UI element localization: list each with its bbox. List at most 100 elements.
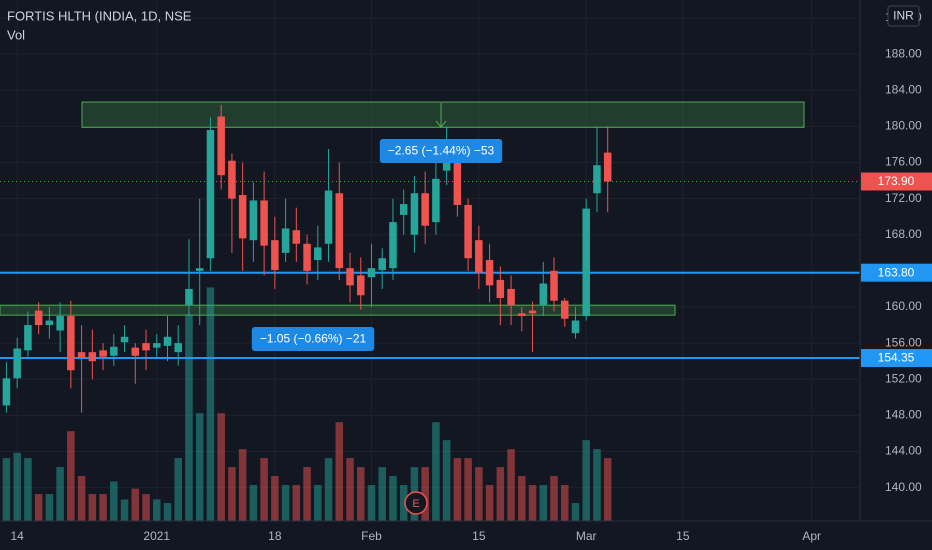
last-price-label: 173.90 [878,174,915,188]
candle-body [120,336,129,343]
volume-bar [228,467,236,521]
candle-body [292,230,301,244]
y-tick-label: 144.00 [885,444,922,458]
candle-body [356,275,365,296]
last-price-box [861,172,932,191]
volume-bars [2,287,612,521]
volume-bar [303,467,311,521]
chart-title: FORTIS HLTH (INDIA, 1D, NSE [7,8,192,23]
candle-body [34,310,43,326]
y-tick-label: 152.00 [885,371,922,385]
price-label-box [861,349,932,368]
candle-body [593,165,601,194]
y-tick-label: 156.00 [885,335,922,349]
zone [0,304,676,316]
zones [0,101,805,316]
annotation-box [379,139,503,163]
y-tick-label: 140.00 [885,480,922,494]
volume-bar [271,476,279,521]
volume-bar [603,458,612,521]
candle-body [77,352,86,358]
candle-body [539,283,548,306]
currency-badge[interactable] [887,5,920,27]
price-lines [0,180,860,360]
y-tick-label: 180.00 [885,119,922,133]
candle-body [152,343,161,348]
candle-body [88,352,97,362]
candle-body [110,346,118,356]
volume-bar [539,485,548,521]
candle-body [335,193,344,269]
volume-bar [378,467,386,521]
annotation-box [251,327,375,351]
candle-body [324,190,333,244]
candle-body [389,222,397,269]
candle-body [432,178,440,223]
candle-body [453,155,462,205]
volume-bar [67,431,75,521]
volume-bar [206,287,215,521]
y-tick-label: 160.00 [885,299,922,313]
candle-body [228,160,236,199]
earnings-marker[interactable] [404,491,428,515]
candle-body [238,195,247,239]
candle-body [378,258,386,270]
volume-label: Vol [7,27,25,42]
volume-bar [34,494,43,521]
volume-bar [518,476,526,521]
candle-body [45,320,54,326]
y-tick-label: 168.00 [885,227,922,241]
candle-body [206,130,215,259]
volume-bar [292,485,301,521]
volume-bar [163,503,172,521]
candle-body [249,200,258,241]
volume-bar [142,494,150,521]
x-tick-label: Apr [802,529,821,543]
candle-body [603,152,612,182]
volume-bar [485,485,494,521]
volume-bar [260,458,268,521]
volume-bar [464,458,472,521]
candle-body [421,193,429,226]
candle-body [399,204,408,215]
candle-body [464,204,472,259]
candle-body [67,316,75,371]
x-tick-label: 15 [676,529,690,543]
candle-body [518,313,526,317]
y-tick-label: 184.00 [885,82,922,96]
y-tick-label: 172.00 [885,191,922,205]
annotations: −2.65 (−1.44%) −53 −1.05 (−0.66%) −21 [251,139,503,351]
volume-bar [110,481,118,521]
volume-bar [496,467,505,521]
earnings-marker-label: E [412,498,419,510]
axes: 140.00144.00148.00152.00156.00160.00164.… [10,10,932,543]
candle-body [303,243,311,271]
price-label: 154.35 [878,351,915,365]
candle-body [582,208,590,317]
x-tick-label: 14 [10,529,24,543]
measure-arrow-head [435,120,447,128]
volume-bar [475,467,483,521]
candle-body [142,343,150,351]
candle-body [528,310,537,314]
volume-bar [421,467,429,521]
candle-body [195,268,204,271]
candle-body [260,200,268,246]
price-label-box [861,263,932,282]
annotation-label: −1.05 (−0.66%) −21 [260,332,367,346]
x-tick-label: 2021 [143,529,170,543]
y-tick-label: 188.00 [885,46,922,60]
candle-body [410,193,419,235]
volume-bar [324,458,333,521]
candle-body [217,116,225,176]
volume-bar [346,458,354,521]
volume-bar [77,476,86,521]
volume-bar [560,485,569,521]
candle-body [163,336,172,346]
volume-bar [13,452,21,521]
volume-bar [88,494,97,521]
candle-body [507,288,515,306]
candle-body [560,300,569,319]
volume-bar [507,449,515,521]
